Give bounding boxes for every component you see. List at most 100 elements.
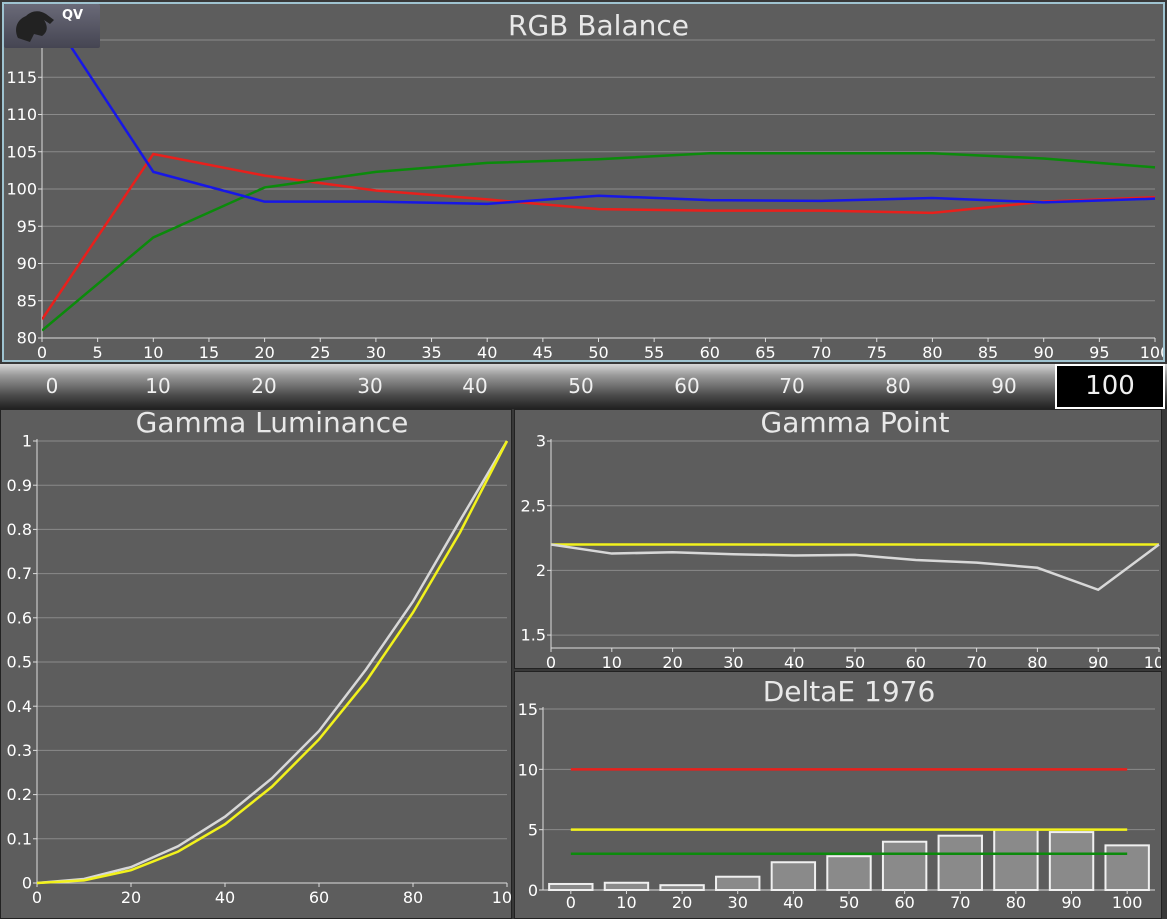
y-tick-label: 1 [22, 432, 32, 451]
x-tick-label: 100 [1140, 343, 1163, 360]
y-tick-label: 0 [528, 881, 538, 900]
x-tick-label: 50 [588, 343, 608, 360]
x-tick-label: 50 [845, 653, 865, 668]
x-tick-label: 30 [366, 343, 386, 360]
x-tick-label: 60 [700, 343, 720, 360]
y-tick-label: 0.5 [7, 653, 32, 672]
gamma-luminance-panel: Gamma Luminance 0 0.1 0.2 0.3 0.4 0.5 0.6 0.7 0.8… [0, 409, 512, 919]
y-tick-label: 5 [528, 821, 538, 840]
y-tick-label: 0.6 [7, 608, 32, 627]
x-tick-label: 60 [894, 893, 914, 912]
x-tick-label: 0 [546, 653, 556, 668]
series-line-1 [37, 440, 509, 885]
y-tick-label: 2 [536, 561, 546, 580]
x-tick-label: 100 [1144, 653, 1161, 668]
delta-bar [770, 861, 817, 892]
gamma-luminance-chart: Gamma Luminance 0 0.1 0.2 0.3 0.4 0.5 0.6 0.7 0.8… [7, 410, 511, 907]
delta-bar [659, 884, 705, 892]
x-tick-label: 45 [533, 343, 553, 360]
step-button-80[interactable]: 80 [885, 374, 911, 398]
y-tick-label: 85 [17, 291, 37, 310]
app-logo[interactable]: QV [4, 4, 100, 48]
step-button-50[interactable]: 50 [568, 374, 594, 398]
y-tick-label: 3 [536, 432, 546, 451]
delta-bar [993, 828, 1039, 892]
x-tick-label: 60 [906, 653, 926, 668]
x-tick-label: 15 [199, 343, 219, 360]
delta-bar [826, 855, 872, 891]
x-tick-label: 0 [566, 893, 576, 912]
series-line-2 [51, 20, 1156, 206]
chart-title: Gamma Point [761, 410, 950, 439]
gamma-point-chart: Gamma Point1.522.53010203040506070809010… [521, 410, 1161, 668]
chart-title: RGB Balance [508, 9, 689, 42]
step-button-20[interactable]: 20 [251, 374, 277, 398]
x-tick-label: 30 [728, 893, 748, 912]
step-button-100[interactable]: 100 [1055, 364, 1165, 409]
x-tick-label: 0 [32, 888, 42, 907]
y-tick-label: 0.2 [7, 785, 32, 804]
logo-label: QV [62, 8, 84, 23]
x-tick-label: 20 [672, 893, 692, 912]
chart-title: DeltaE 1976 [763, 675, 936, 708]
y-tick-label: 15 [518, 700, 538, 719]
delta-bar [603, 881, 650, 891]
y-tick-label: 90 [17, 254, 37, 273]
series-line-1 [42, 151, 1156, 332]
x-tick-label: 40 [477, 343, 497, 360]
x-tick-label: 0 [37, 343, 47, 360]
x-tick-label: 90 [1088, 653, 1108, 668]
x-tick-label: 20 [121, 888, 141, 907]
x-tick-label: 80 [922, 343, 942, 360]
x-tick-label: 20 [662, 653, 682, 668]
series-line-0 [37, 440, 509, 885]
gamma-point-panel: Gamma Point1.522.53010203040506070809010… [514, 409, 1162, 669]
y-tick-label: 110 [6, 105, 37, 124]
y-tick-label: 0.3 [7, 741, 32, 760]
step-selector-bar: 0 10 20 30 40 50 60 70 80 90 100 [0, 364, 1167, 409]
y-tick-label: 0.7 [7, 564, 32, 583]
x-tick-label: 20 [254, 343, 274, 360]
step-button-30[interactable]: 30 [357, 374, 383, 398]
x-tick-label: 50 [839, 893, 859, 912]
y-tick-label: 0.4 [7, 697, 32, 716]
y-tick-label: 0.8 [7, 520, 32, 539]
chart-title: Gamma Luminance [136, 410, 409, 439]
x-tick-label: 10 [143, 343, 163, 360]
x-tick-label: 70 [966, 653, 986, 668]
step-button-0[interactable]: 0 [45, 374, 59, 398]
y-tick-label: 0.9 [7, 476, 32, 495]
delta-bar [937, 834, 983, 891]
x-tick-label: 90 [1034, 343, 1054, 360]
x-tick-label: 85 [978, 343, 998, 360]
y-tick-label: 10 [518, 760, 538, 779]
y-tick-label: 1.5 [521, 626, 546, 645]
series-line-1 [551, 543, 1160, 592]
delta-bar [881, 840, 928, 892]
x-tick-label: 80 [1027, 653, 1047, 668]
rgb-balance-panel: RGB Balance80859095100105110115120051015… [2, 2, 1165, 362]
x-tick-label: 40 [215, 888, 235, 907]
step-button-40[interactable]: 40 [462, 374, 488, 398]
x-tick-label: 70 [950, 893, 970, 912]
y-tick-label: 2.5 [521, 496, 546, 515]
series-line-0 [42, 152, 1156, 321]
x-tick-label: 10 [616, 893, 636, 912]
y-tick-label: 105 [6, 142, 37, 161]
x-tick-label: 40 [784, 653, 804, 668]
deltae-chart: DeltaE 1976 0 5 10 15 0 10 20 30 40 50 60 70 80 90 100 [518, 675, 1155, 912]
x-tick-label: 55 [644, 343, 664, 360]
step-button-60[interactable]: 60 [674, 374, 700, 398]
horse-head-icon [16, 11, 54, 42]
step-button-10[interactable]: 10 [145, 374, 171, 398]
x-tick-label: 90 [1061, 893, 1081, 912]
step-button-90[interactable]: 90 [991, 374, 1017, 398]
delta-bar [548, 882, 594, 891]
x-tick-label: 75 [867, 343, 887, 360]
delta-bar [1048, 831, 1095, 891]
y-tick-label: 95 [17, 217, 37, 236]
x-tick-label: 100 [1112, 893, 1143, 912]
step-button-70[interactable]: 70 [779, 374, 805, 398]
delta-bar [1104, 844, 1150, 891]
x-tick-label: 10 [602, 653, 622, 668]
